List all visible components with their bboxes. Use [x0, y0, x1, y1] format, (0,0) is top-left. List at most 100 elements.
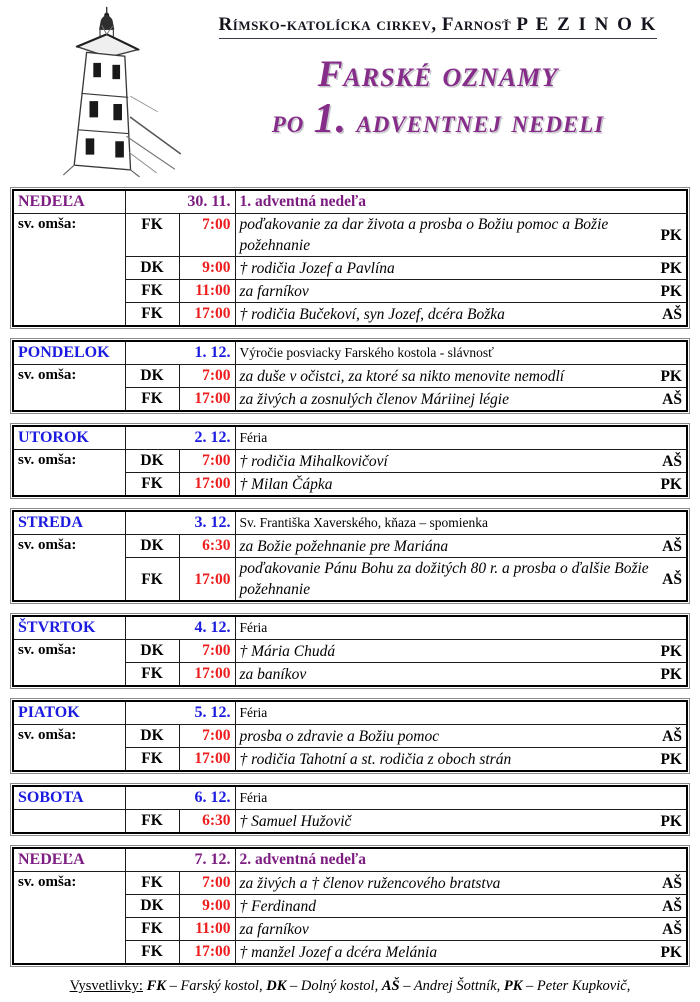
feast-title: Výročie posviacky Farského kostola - slá…: [234, 340, 688, 365]
mass-row: FK 17:00 za baníkov PK: [13, 662, 688, 687]
table-header-row: NEDEĽA 30. 11. 1. adventná nedeľa: [12, 189, 688, 214]
mass-row: sv. omša: DK 7:00 † Mária Chudá PK: [12, 639, 688, 687]
legend-desc: – Peter Kupkovič,: [522, 978, 631, 994]
intention-text: † rodičia Jozef a Pavlína: [239, 259, 395, 277]
intention-cell: prosba o zdravie a Božiu pomoc AŠ: [234, 724, 688, 748]
feast-title: Féria: [234, 425, 688, 450]
mass-label: sv. omša:: [12, 534, 126, 602]
priest-initials: PK: [660, 943, 682, 961]
mass-time: 6:30: [178, 534, 236, 558]
church-code: DK: [124, 256, 180, 280]
organization-line: Rímsko-katolícka cirkev, Farnosť P E Z I…: [190, 14, 686, 39]
table-header-row: STREDA 3. 12. Sv. Františka Xaverského, …: [12, 510, 688, 535]
church-code: FK: [124, 387, 180, 412]
legend-desc: – Dolný kostol,: [286, 978, 382, 994]
intention-cell: † rodičia Tahotní a st. rodičia z oboch …: [234, 747, 688, 772]
org-parish-name: P E Z I N O K: [516, 14, 658, 35]
legend-item-pk: PK – Peter Kupkovič,: [504, 978, 630, 994]
header-text: Rímsko-katolícka cirkev, Farnosť P E Z I…: [190, 0, 700, 142]
church-code: FK: [124, 557, 180, 602]
intention-text: † rodičia Bučekoví, syn Jozef, dcéra Bož…: [239, 305, 505, 323]
header: Rímsko-katolícka cirkev, Farnosť P E Z I…: [0, 0, 700, 185]
page-title: Farské oznamy: [317, 54, 559, 95]
feast-title: Féria: [234, 785, 688, 810]
day-name: PONDELOK: [12, 340, 126, 365]
priest-initials: AŠ: [662, 897, 682, 915]
intention-text: za farníkov: [239, 920, 309, 938]
schedule-table-saturday-6-12: SOBOTA 6. 12. Féria FK 6:30 † Samuel Huž…: [10, 783, 690, 836]
church-code: FK: [124, 302, 180, 327]
church-code: FK: [124, 940, 180, 965]
schedule-table-sunday-7-12: NEDEĽA 7. 12. 2. adventná nedeľa sv. omš…: [10, 845, 690, 967]
priest-initials: AŠ: [662, 727, 682, 745]
priest-initials: AŠ: [662, 390, 682, 408]
priest-initials: PK: [660, 642, 682, 660]
priest-initials: PK: [660, 812, 682, 830]
intention-text: za Božie požehnanie pre Mariána: [239, 537, 449, 555]
intention-cell: za baníkov PK: [234, 662, 688, 687]
intention-text: † Mária Chudá: [239, 642, 336, 660]
intention-cell: poďakovanie Pánu Bohu za dožitých 80 r. …: [234, 557, 688, 602]
table-header-row: NEDEĽA 7. 12. 2. adventná nedeľa: [12, 847, 688, 872]
mass-label: sv. omša:: [12, 724, 126, 772]
date: 4. 12.: [124, 615, 236, 640]
church-code: FK: [124, 213, 180, 257]
legend-item-fk: FK – Farský kostol,: [147, 978, 267, 994]
day-name: STREDA: [12, 510, 126, 535]
mass-label: sv. omša:: [12, 449, 126, 497]
intention-cell: † Samuel Hužovič PK: [234, 809, 688, 834]
mass-time: 7:00: [178, 724, 236, 748]
priest-initials: PK: [660, 282, 682, 300]
legend-desc: – Andrej Šottník,: [399, 978, 504, 994]
mass-row: sv. omša: FK 7:00 za živých a † členov r…: [12, 871, 688, 965]
legend-item-as: AŠ – Andrej Šottník,: [382, 978, 504, 994]
church-code: DK: [124, 894, 180, 918]
feast-title: Féria: [234, 615, 688, 640]
intention-cell: † manžel Jozef a dcéra Melánia PK: [234, 940, 688, 965]
organization-name: Rímsko-katolícka cirkev, Farnosť P E Z I…: [218, 14, 658, 39]
mass-row: sv. omša: DK 7:00 † rodičia Mihalkovičov…: [12, 449, 688, 497]
intention-cell: za živých a † členov ružencového bratstv…: [234, 871, 688, 895]
mass-time: 17:00: [178, 662, 236, 687]
mass-time: 17:00: [178, 302, 236, 327]
intention-cell: † Ferdinand AŠ: [234, 894, 688, 918]
priest-initials: AŠ: [662, 305, 682, 323]
intention-text: za baníkov: [239, 665, 307, 683]
church-code: DK: [124, 724, 180, 748]
priest-initials: PK: [660, 475, 682, 493]
subtitle-prefix: po: [271, 104, 305, 140]
church-code: DK: [124, 449, 180, 473]
mass-row: sv. omša: DK 6:30 za Božie požehnanie pr…: [12, 534, 688, 602]
table-header-row: UTOROK 2. 12. Féria: [12, 425, 688, 450]
intention-cell: † Milan Čápka PK: [234, 472, 688, 497]
mass-time: 17:00: [178, 387, 236, 412]
day-name: UTOROK: [12, 425, 126, 450]
mass-row: FK 17:00 za živých a zosnulých členov Má…: [13, 387, 688, 412]
church-code: DK: [124, 534, 180, 558]
schedule-table-thursday-4-12: ŠTVRTOK 4. 12. Féria sv. omša: DK 7:00 †…: [10, 613, 690, 689]
schedule-sheet: NEDEĽA 30. 11. 1. adventná nedeľa sv. om…: [0, 185, 700, 995]
feast-title: 2. adventná nedeľa: [234, 847, 688, 872]
mass-label: sv. omša:: [12, 871, 126, 965]
legend-abbr: DK: [266, 978, 287, 994]
intention-text: poďakovanie za dar života a prosba o Bož…: [239, 216, 609, 254]
intention-cell: za duše v očistci, za ktoré sa nikto men…: [234, 364, 688, 388]
mass-time: 7:00: [178, 639, 236, 663]
church-code: FK: [124, 809, 180, 834]
intention-cell: za živých a zosnulých členov Máriinej lé…: [234, 387, 688, 412]
intention-text: za živých a † členov ružencového bratstv…: [239, 874, 501, 892]
priest-initials: PK: [660, 665, 682, 683]
subtitle-number: 1.: [313, 96, 348, 142]
day-name: SOBOTA: [12, 785, 126, 810]
date: 6. 12.: [124, 785, 236, 810]
mass-row: FK 17:00 poďakovanie Pánu Bohu za dožitý…: [13, 557, 688, 602]
mass-time: 17:00: [178, 747, 236, 772]
table-header-row: PONDELOK 1. 12. Výročie posviacky Farské…: [12, 340, 688, 365]
org-prefix: Rímsko-katolícka cirkev, Farnosť: [218, 14, 512, 35]
mass-time: 11:00: [178, 279, 236, 303]
intention-text: † Ferdinand: [239, 897, 317, 915]
intention-text: † rodičia Mihalkovičoví: [239, 452, 388, 470]
mass-time: 6:30: [178, 809, 236, 834]
day-name: PIATOK: [12, 700, 126, 725]
